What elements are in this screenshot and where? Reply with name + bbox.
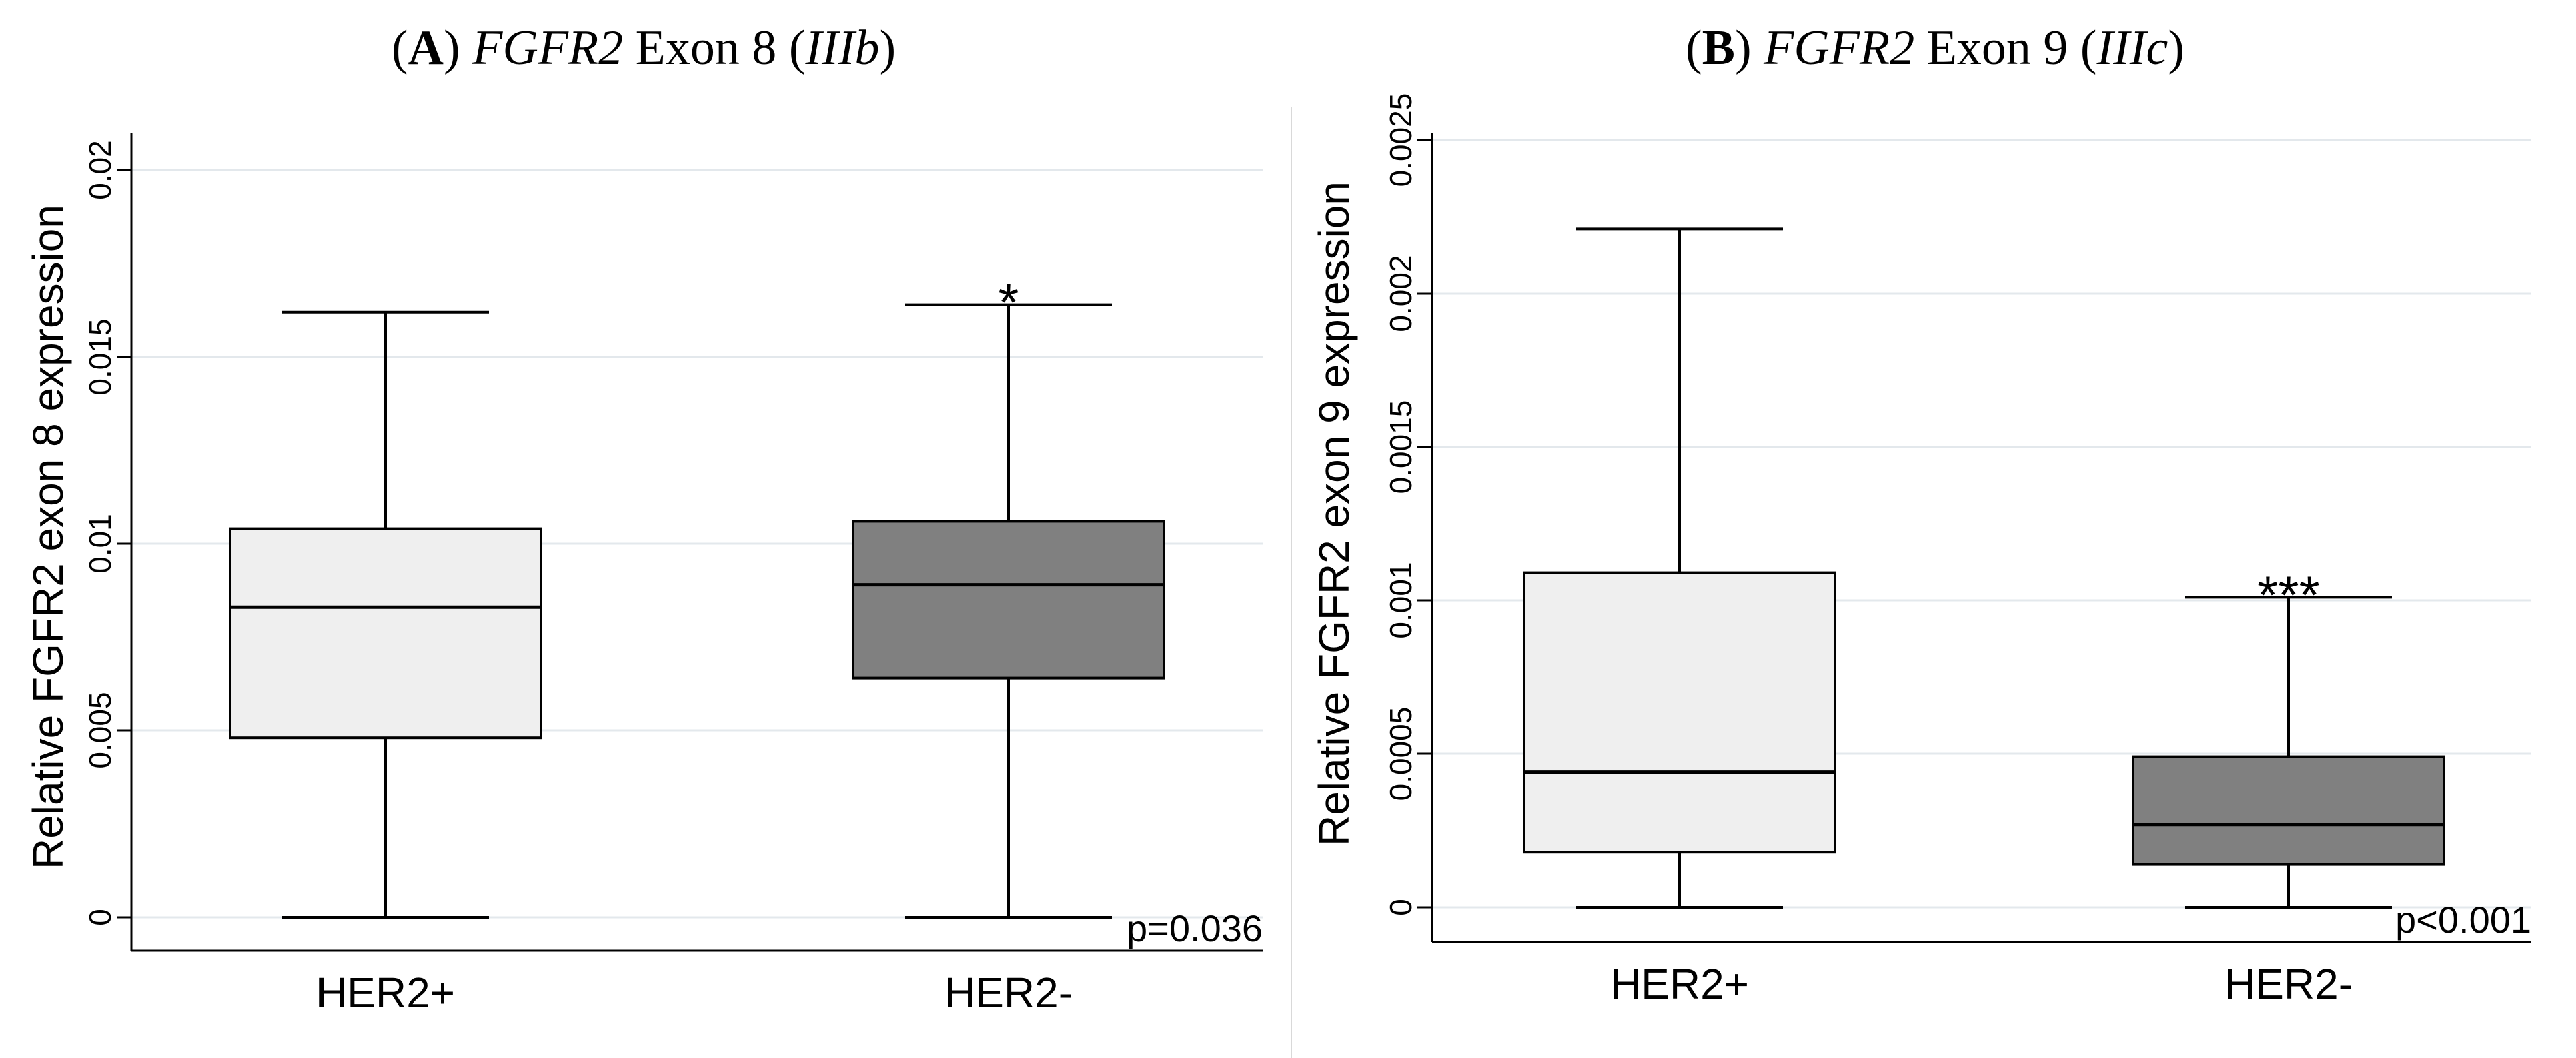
p1-y-axis-title: Relative FGFR2 exon 9 expression [1310, 181, 1358, 846]
panel-a-close: ) [879, 21, 896, 75]
p0-p-value: p=0.036 [1127, 907, 1263, 949]
p1-p-value: p<0.001 [2395, 899, 2531, 941]
panel-b-exon: Exon 9 ( [1914, 21, 2097, 75]
p1-her2-pos-category-label: HER2+ [1610, 960, 1749, 1008]
p1-y-tick-label: 0.002 [1383, 255, 1418, 332]
p0-significance-marker: * [998, 273, 1019, 332]
panel-a-isoform: IIIb [805, 21, 880, 75]
panel-a-title: (A) FGFR2 Exon 8 (IIIb) [391, 21, 896, 75]
p1-her2-pos-box [1523, 571, 1836, 854]
p0-her2-pos-box [229, 527, 542, 740]
panel-b-title: (B) FGFR2 Exon 9 (IIIc) [1685, 21, 2184, 75]
p1-y-tick-label: 0.0005 [1383, 707, 1418, 801]
panel-b-letter: B [1702, 21, 1735, 75]
p0-her2-neg-box [852, 520, 1165, 680]
panel-a-gene: FGFR2 [472, 21, 624, 75]
p1-y-tick-label: 0 [1383, 899, 1418, 916]
panel-b-isoform: IIIc [2096, 21, 2168, 75]
p1-significance-marker: *** [2257, 565, 2319, 624]
panel-b-close: ) [2168, 21, 2184, 75]
p1-her2-neg-category-label: HER2- [2224, 960, 2353, 1008]
panel-b-gene: FGFR2 [1764, 21, 1915, 75]
p0-y-tick-label: 0.01 [83, 514, 117, 574]
p0-y-tick-label: 0.005 [83, 692, 117, 768]
p0-her2-pos-category-label: HER2+ [316, 969, 455, 1017]
p1-y-tick-label: 0.0025 [1383, 93, 1418, 187]
p0-y-tick-label: 0.02 [83, 140, 117, 200]
panel-a-exon: Exon 8 ( [623, 21, 806, 75]
p1-her2-neg-box [2132, 755, 2445, 866]
p1-y-tick-label: 0.001 [1383, 562, 1418, 638]
p0-y-tick-label: 0.015 [83, 318, 117, 395]
p0-y-axis-title: Relative FGFR2 exon 8 expression [24, 205, 72, 869]
panel-a-letter: A [408, 21, 444, 75]
p0-y-tick-label: 0 [83, 909, 117, 926]
p1-y-tick-label: 0.0015 [1383, 400, 1418, 494]
p0-her2-neg-category-label: HER2- [944, 969, 1073, 1017]
